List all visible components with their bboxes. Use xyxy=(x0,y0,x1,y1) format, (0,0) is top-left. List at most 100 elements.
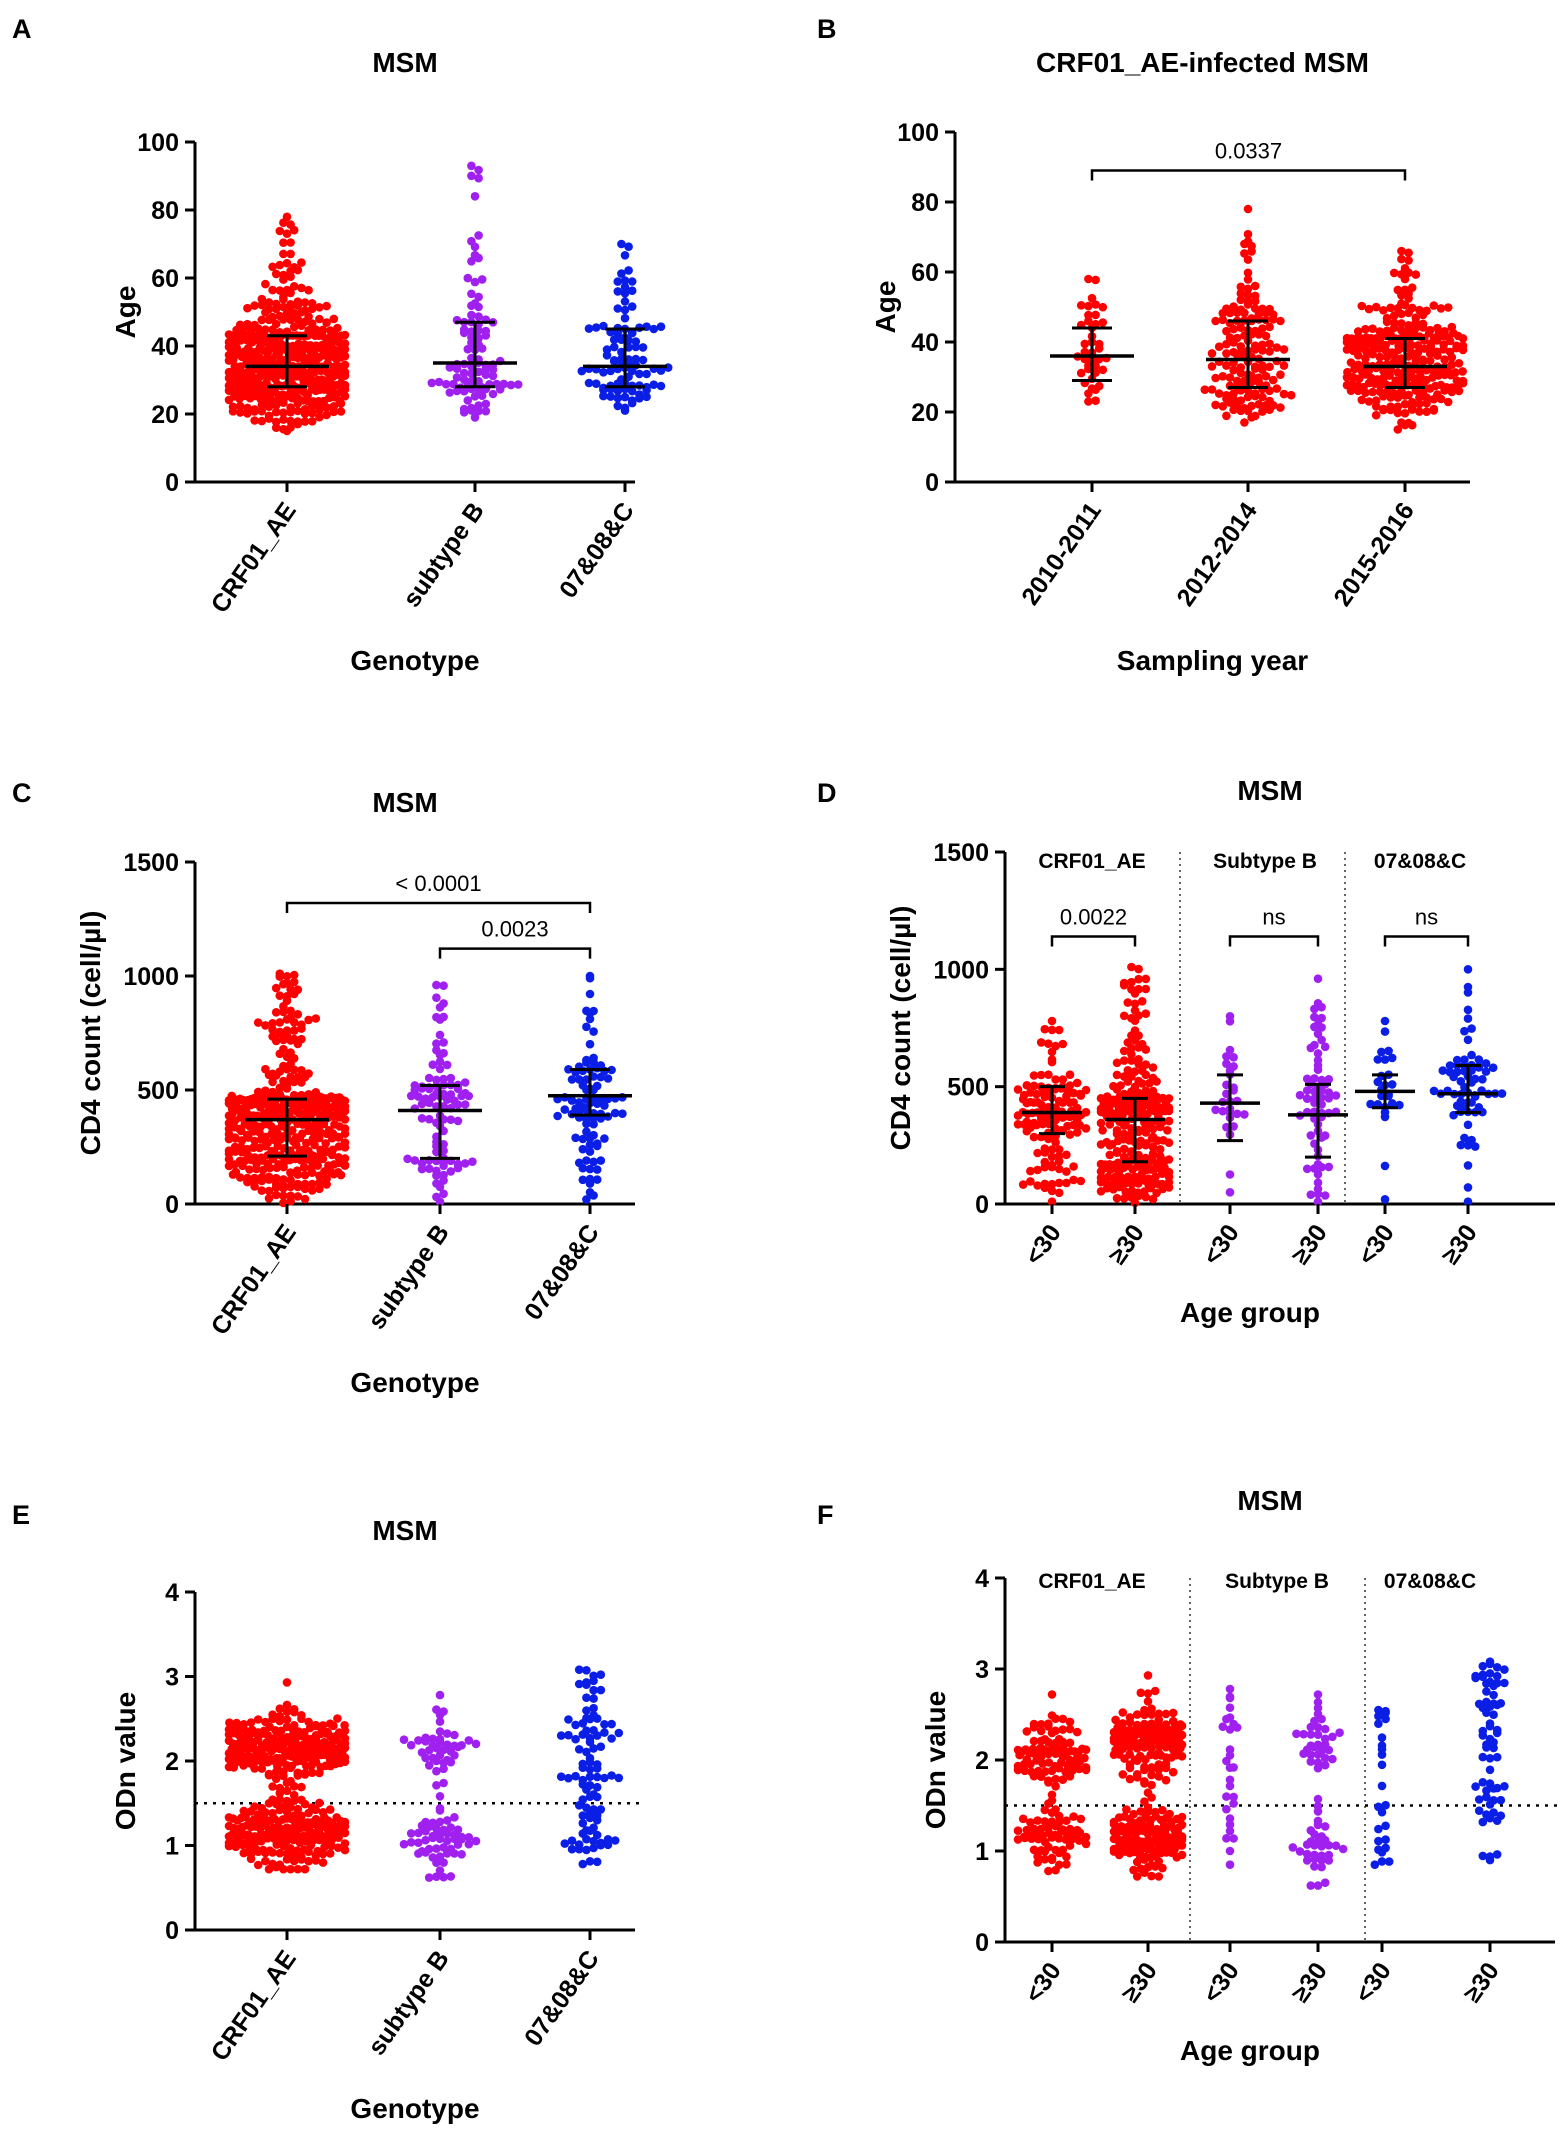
data-point xyxy=(435,1064,445,1074)
data-point xyxy=(1141,1045,1151,1054)
data-point xyxy=(1218,308,1228,318)
data-point xyxy=(1380,1112,1390,1122)
data-point xyxy=(592,1165,602,1174)
data-point xyxy=(1051,1821,1060,1831)
data-point xyxy=(261,1808,270,1817)
data-point xyxy=(445,363,455,372)
data-point xyxy=(1125,1763,1135,1773)
data-point xyxy=(1069,1175,1078,1185)
data-point xyxy=(315,1184,324,1194)
data-point xyxy=(1044,1737,1053,1747)
data-point xyxy=(1306,1730,1316,1739)
y-tick-label: 20 xyxy=(911,399,939,427)
data-point xyxy=(275,1704,285,1713)
data-point xyxy=(560,1105,570,1114)
y-tick-label: 1000 xyxy=(123,963,179,991)
data-point xyxy=(609,335,619,345)
data-point xyxy=(279,1007,288,1017)
data-point xyxy=(1068,1834,1077,1844)
data-point xyxy=(592,1731,602,1740)
data-point xyxy=(1132,1773,1142,1782)
data-point xyxy=(620,282,630,292)
data-point xyxy=(297,321,306,331)
data-point xyxy=(631,354,641,364)
data-point xyxy=(1236,323,1246,333)
data-point xyxy=(235,408,245,417)
data-point xyxy=(1057,1827,1066,1836)
data-point xyxy=(1132,1744,1142,1753)
data-point xyxy=(1211,373,1220,383)
data-point xyxy=(271,1183,281,1192)
data-point xyxy=(1346,358,1356,367)
data-point xyxy=(1211,316,1220,326)
data-point xyxy=(1081,1765,1091,1775)
data-point xyxy=(1044,1039,1053,1048)
data-point xyxy=(1310,1742,1319,1752)
data-point xyxy=(264,1194,274,1203)
data-point xyxy=(578,1818,588,1828)
y-tick-label: 1500 xyxy=(933,839,989,867)
data-point xyxy=(1036,1070,1046,1080)
group-label: CRF01_AE xyxy=(1038,1570,1145,1593)
data-point xyxy=(1072,1727,1082,1737)
data-point xyxy=(250,1182,259,1191)
data-point xyxy=(1091,385,1100,395)
data-point xyxy=(1136,1807,1146,1816)
data-point xyxy=(589,1157,598,1167)
data-point xyxy=(1164,1138,1174,1147)
data-point xyxy=(439,1189,448,1199)
data-point xyxy=(236,1126,246,1136)
data-point xyxy=(1047,1145,1057,1154)
data-point xyxy=(1454,359,1464,368)
data-point xyxy=(1313,1807,1323,1816)
data-point xyxy=(1254,330,1264,339)
data-point xyxy=(589,1694,598,1703)
data-point xyxy=(279,1191,288,1201)
data-point xyxy=(315,1171,324,1180)
data-point xyxy=(1429,406,1439,415)
data-point xyxy=(1258,392,1267,402)
data-point xyxy=(1447,387,1457,397)
data-point xyxy=(1105,1150,1115,1160)
data-point xyxy=(333,1843,343,1852)
data-point xyxy=(307,1768,317,1777)
data-point xyxy=(434,377,444,387)
data-point xyxy=(271,304,281,314)
data-point xyxy=(424,1073,434,1083)
data-point xyxy=(1463,988,1473,997)
data-point xyxy=(1051,1865,1060,1875)
data-point xyxy=(1029,1071,1039,1080)
data-point xyxy=(1467,1024,1476,1033)
data-point xyxy=(1240,249,1249,258)
x-tick-label: ≥30 xyxy=(1458,1957,1505,2007)
data-point xyxy=(1368,387,1377,397)
data-point xyxy=(1317,1856,1326,1865)
group-label: Subtype B xyxy=(1225,1570,1329,1593)
y-tick-label: 0 xyxy=(165,1191,179,1219)
data-point xyxy=(602,351,612,360)
data-point xyxy=(325,1805,335,1814)
data-point xyxy=(293,1039,303,1049)
data-point xyxy=(1222,1804,1231,1814)
data-point xyxy=(1377,1848,1387,1857)
data-point xyxy=(289,1077,299,1087)
data-point xyxy=(1225,1775,1235,1785)
data-point xyxy=(439,1176,448,1185)
data-point xyxy=(1377,1047,1386,1057)
data-point xyxy=(1313,1703,1323,1713)
data-point xyxy=(1015,1750,1024,1760)
data-point xyxy=(467,161,476,171)
data-point xyxy=(1268,375,1278,385)
data-point xyxy=(253,1847,263,1856)
data-point xyxy=(1051,1782,1060,1791)
data-point xyxy=(1377,1807,1387,1817)
data-point xyxy=(635,394,644,403)
data-point xyxy=(620,406,630,415)
group-label: 07&08&C xyxy=(1374,850,1466,873)
data-point xyxy=(1132,1857,1142,1867)
data-point xyxy=(1292,1729,1301,1739)
data-point xyxy=(584,378,594,388)
data-point xyxy=(1445,336,1455,346)
data-point xyxy=(439,1161,448,1170)
data-point xyxy=(1492,1663,1502,1672)
